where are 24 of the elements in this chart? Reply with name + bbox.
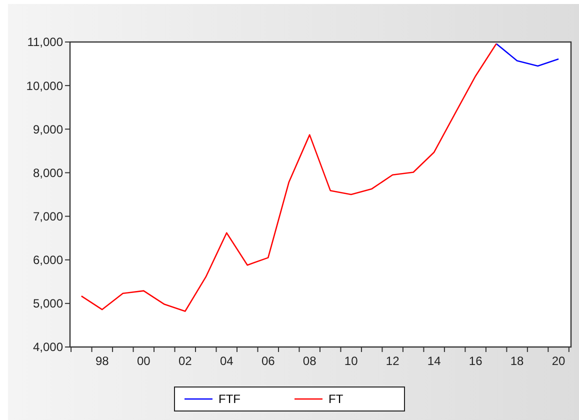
x-tick-label: 04 bbox=[220, 354, 234, 368]
x-tick-label: 06 bbox=[261, 354, 276, 368]
x-tick-label: 16 bbox=[468, 354, 483, 368]
y-tick-label: 10,000 bbox=[26, 78, 64, 93]
x-tick-label: 02 bbox=[178, 354, 192, 368]
y-tick-label: 7,000 bbox=[32, 209, 64, 224]
x-tick-label: 14 bbox=[427, 354, 442, 368]
y-tick-label: 8,000 bbox=[32, 166, 64, 180]
x-tick-label: 08 bbox=[302, 354, 317, 368]
line-series bbox=[496, 43, 560, 67]
x-tick-label: 18 bbox=[510, 354, 524, 368]
line-series bbox=[80, 43, 497, 312]
y-tick-label: 6,000 bbox=[32, 253, 64, 268]
x-tick-label: 20 bbox=[552, 354, 566, 368]
y-tick-label: 4,000 bbox=[32, 340, 64, 354]
x-tick-label: 10 bbox=[344, 354, 358, 368]
legend-label: FTF bbox=[218, 392, 240, 406]
x-tick-label: 00 bbox=[136, 354, 151, 368]
y-tick-label: 9,000 bbox=[32, 122, 64, 136]
y-tick-label: 11,000 bbox=[27, 35, 64, 50]
x-tick-label: 12 bbox=[386, 354, 400, 368]
y-tick-label: 5,000 bbox=[32, 296, 64, 311]
legend-label: FT bbox=[328, 392, 344, 406]
x-tick-label: 98 bbox=[95, 354, 110, 368]
